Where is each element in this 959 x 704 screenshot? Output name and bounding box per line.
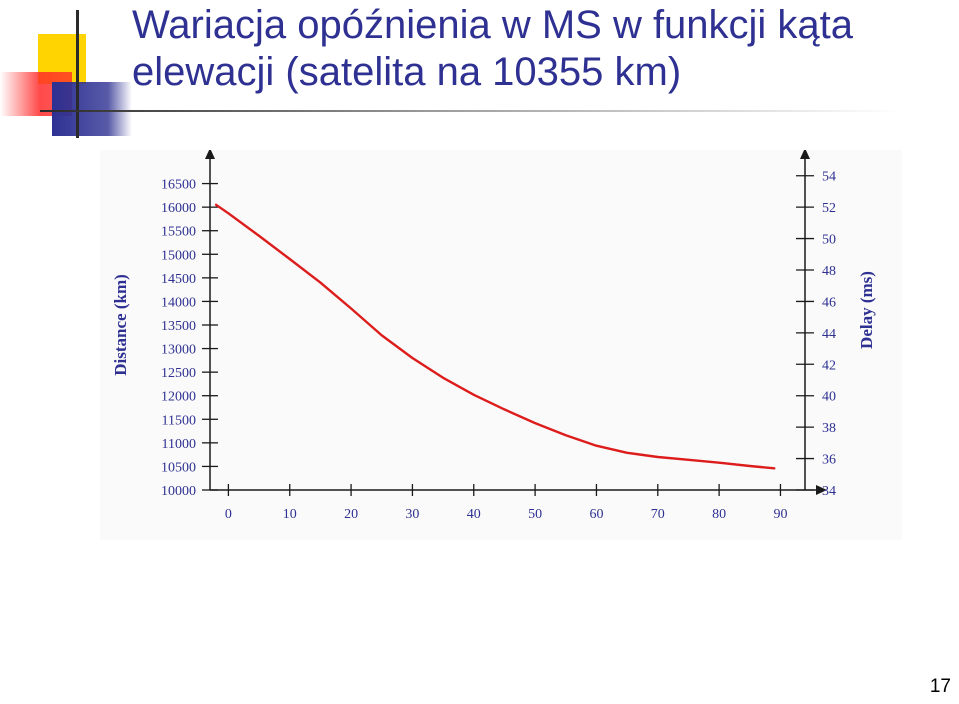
right-y-axis-title: Delay (ms) bbox=[857, 271, 876, 349]
x-tick-label: 30 bbox=[405, 507, 419, 522]
right-y-tick-label: 46 bbox=[822, 295, 836, 310]
chart-panel: 0 10 20 30 40 50 60 70 80 90 10000 10500 11000 11500 1… bbox=[100, 150, 902, 540]
left-y-tick-label: 13000 bbox=[161, 343, 196, 358]
slide-title-line-2: elewacji (satelita na 10355 km) bbox=[132, 50, 682, 94]
left-y-tick-label: 15500 bbox=[161, 225, 196, 240]
x-tick-label: 50 bbox=[528, 507, 542, 522]
left-y-tick-label: 11000 bbox=[162, 437, 196, 452]
left-y-tick-label: 12500 bbox=[161, 366, 196, 381]
x-tick-label: 10 bbox=[283, 507, 297, 522]
series-line-1 bbox=[214, 203, 776, 470]
left-y-tick-label: 14000 bbox=[161, 295, 196, 310]
slide-title-line-1: Wariacja opóźnienia w MS w funkcji kąta bbox=[132, 3, 854, 47]
right-y-tick-label: 40 bbox=[822, 390, 836, 405]
x-tick-label: 80 bbox=[712, 507, 726, 522]
x-tick-label: 40 bbox=[467, 507, 481, 522]
corner-logo-graphic bbox=[0, 10, 132, 138]
left-y-tick-label: 10500 bbox=[161, 460, 196, 475]
right-y-tick-label: 34 bbox=[822, 484, 836, 499]
right-y-tick-label: 44 bbox=[822, 327, 836, 342]
slide-title: Wariacja opóźnienia w MS w funkcji kąta … bbox=[132, 2, 952, 96]
x-tick-label: 0 bbox=[225, 507, 232, 522]
x-tick-label: 70 bbox=[651, 507, 665, 522]
page-number: 17 bbox=[929, 676, 951, 697]
left-y-tick-label: 14500 bbox=[161, 272, 196, 287]
left-y-tick-label: 16500 bbox=[161, 178, 196, 193]
delay-vs-elevation-chart: 0 10 20 30 40 50 60 70 80 90 10000 10500 11000 11500 1… bbox=[111, 150, 876, 522]
x-tick-label: 90 bbox=[773, 507, 787, 522]
left-y-tick-label: 12000 bbox=[161, 390, 196, 405]
right-y-tick-label: 42 bbox=[822, 358, 836, 373]
left-y-tick-label: 13500 bbox=[161, 319, 196, 334]
x-axis-arrow bbox=[816, 485, 827, 495]
title-underline bbox=[42, 110, 900, 112]
x-tick-label: 60 bbox=[589, 507, 603, 522]
right-y-tick-label: 36 bbox=[822, 453, 836, 468]
left-y-axis-arrow bbox=[205, 150, 215, 159]
left-y-tick-label: 11500 bbox=[162, 413, 196, 428]
right-y-axis-arrow bbox=[800, 150, 810, 159]
left-y-axis-title: Distance (km) bbox=[111, 274, 130, 376]
right-y-tick-label: 52 bbox=[822, 201, 836, 216]
x-tick-label: 20 bbox=[344, 507, 358, 522]
left-y-tick-label: 10000 bbox=[161, 484, 196, 499]
right-y-tick-label: 38 bbox=[822, 421, 836, 436]
right-y-tick-label: 54 bbox=[822, 170, 836, 185]
left-y-tick-label: 15000 bbox=[161, 248, 196, 263]
left-y-tick-label: 16000 bbox=[161, 201, 196, 216]
right-y-tick-label: 50 bbox=[822, 233, 836, 248]
right-y-tick-label: 48 bbox=[822, 264, 836, 279]
